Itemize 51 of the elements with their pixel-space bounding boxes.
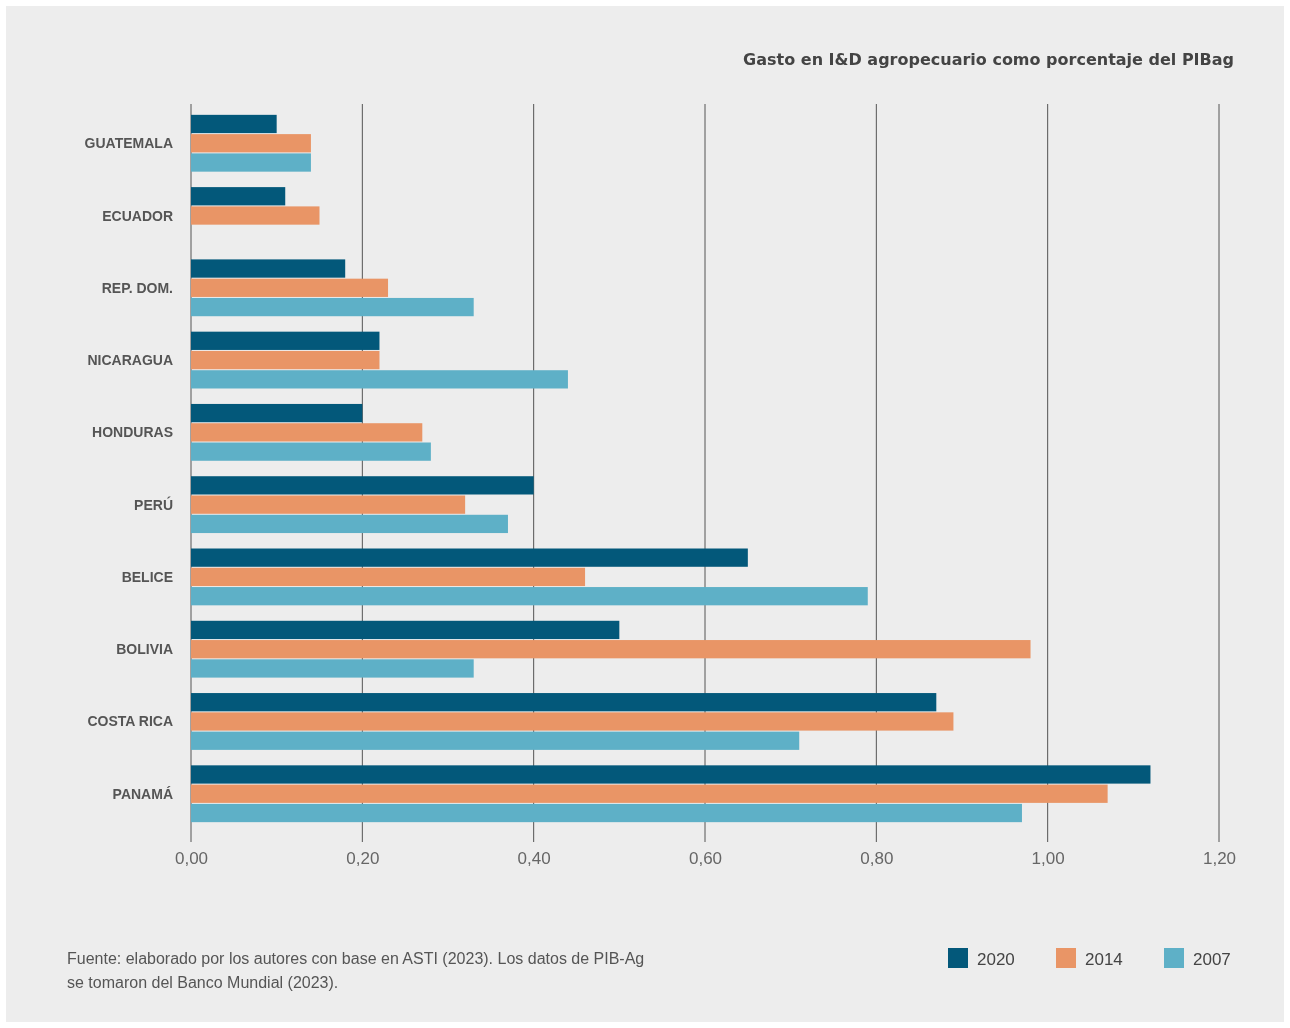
bar	[191, 350, 380, 370]
bar	[191, 259, 346, 278]
source-note: Fuente: elaborado por los autores con base en ASTI (2023). Los datos de PIB-Ag se tomaron del Banco Mundial (2023).	[67, 950, 645, 991]
bar	[191, 620, 620, 640]
x-tick-label: 0,20	[346, 849, 380, 869]
x-tick-label: 1,00	[1031, 849, 1065, 869]
bar	[191, 134, 311, 153]
bar	[191, 731, 800, 750]
y-tick-label: PERÚ	[134, 495, 173, 513]
y-tick-label: BELICE	[121, 568, 173, 585]
chart-title: Gasto en I&D agropecuario como porcentaje del PIBag	[743, 50, 1234, 69]
x-tick-label: 1,20	[1202, 849, 1237, 869]
bar	[191, 567, 586, 587]
y-tick-label: REP. DOM.	[101, 279, 173, 296]
legend-label: 2007	[1193, 950, 1231, 969]
x-tick-label: 0,60	[688, 849, 723, 869]
bar	[191, 784, 1108, 803]
y-tick-label: ECUADOR	[102, 207, 173, 224]
y-tick-label: PANAMÁ	[112, 785, 173, 802]
bar	[191, 803, 1022, 823]
bar	[191, 765, 1151, 784]
x-tick-label: 0,40	[517, 849, 551, 869]
bar	[191, 423, 423, 442]
bar	[191, 187, 286, 206]
y-tick-label: COSTA RICA	[87, 713, 173, 730]
x-tick-label: 0,80	[860, 849, 894, 869]
legend-label: 2014	[1085, 950, 1123, 969]
x-tick-label: 0,00	[174, 849, 209, 869]
bar	[191, 403, 363, 423]
bar	[191, 548, 748, 567]
bar	[191, 297, 474, 317]
bar	[191, 153, 311, 172]
legend-label: 2020	[977, 950, 1015, 969]
bar	[191, 476, 534, 495]
y-tick-label: NICARAGUA	[87, 352, 173, 369]
bar	[191, 442, 431, 461]
bar	[191, 587, 868, 606]
y-tick-label: HONDURAS	[92, 424, 173, 441]
bar	[191, 693, 937, 712]
bar	[191, 659, 474, 678]
bar	[191, 278, 389, 297]
bar	[191, 712, 954, 731]
bar	[191, 331, 380, 350]
y-tick-label: GUATEMALA	[84, 135, 173, 152]
bar	[191, 206, 320, 225]
bar	[191, 370, 568, 389]
bar	[191, 495, 466, 514]
bar	[191, 514, 508, 534]
bar	[191, 640, 1031, 659]
y-tick-label: BOLIVIA	[116, 641, 173, 658]
bar	[191, 114, 277, 134]
